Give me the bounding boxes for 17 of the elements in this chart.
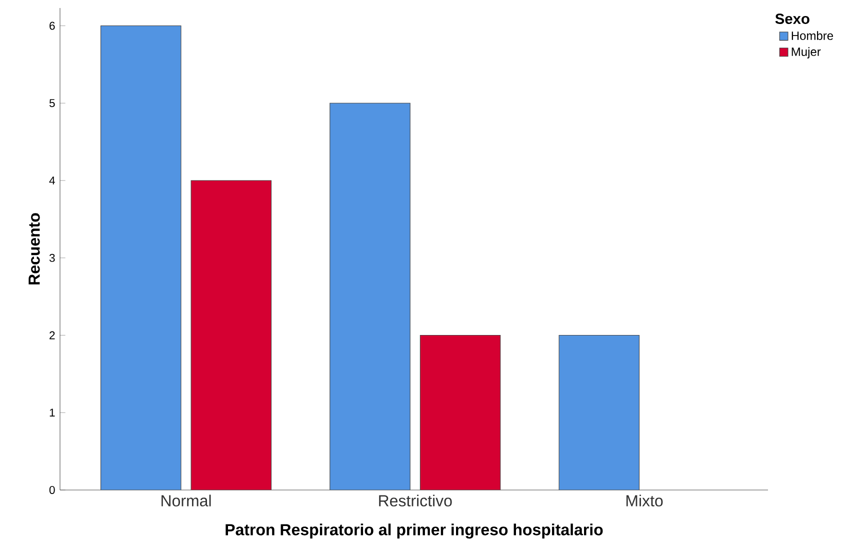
bar (190, 180, 272, 490)
x-tick-label: Normal (162, 494, 211, 506)
y-tick-label: 5 (49, 99, 55, 108)
y-tick-label: 2 (50, 331, 55, 340)
legend-label: Mujer (792, 47, 821, 58)
y-tick-label: 0 (49, 486, 55, 494)
y-tick-label: 6 (50, 22, 55, 30)
legend-label: Hombre (792, 31, 834, 40)
y-tick-label: 3 (49, 254, 55, 262)
x-axis-title: Patron Respiratorio al primer ingreso hospitalario (226, 524, 603, 539)
bar (420, 334, 501, 490)
x-tick-label: Restrictivo (379, 494, 452, 506)
legend-title: Sexo (775, 14, 810, 24)
y-tick-label: 4 (49, 176, 55, 184)
y-axis-title: Recuento (28, 213, 40, 284)
x-tick-label: Mixto (626, 494, 663, 506)
y-tick-label: 1 (50, 408, 55, 417)
